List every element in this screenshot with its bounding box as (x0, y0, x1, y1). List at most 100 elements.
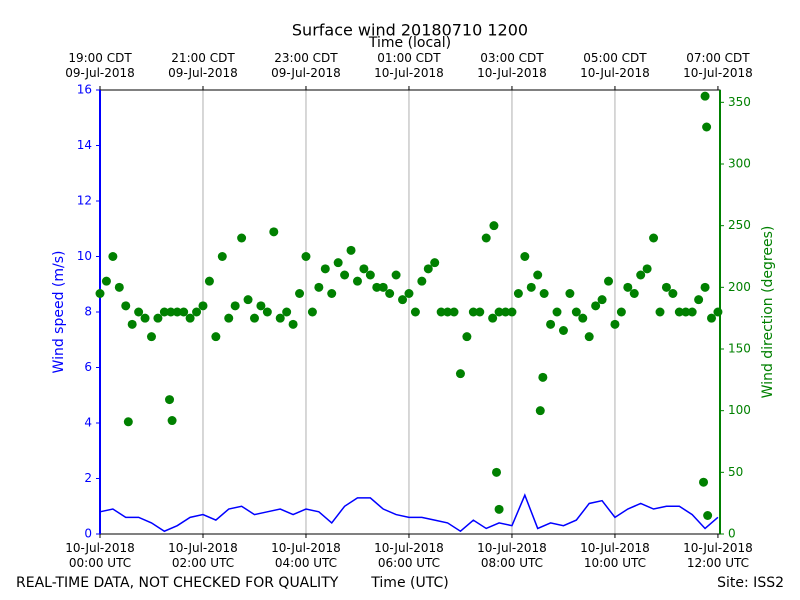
x-axis-title: Time (UTC) (370, 575, 448, 591)
direction-point (538, 372, 548, 382)
direction-point (262, 307, 272, 317)
direction-point (346, 245, 356, 255)
direction-point (489, 221, 499, 231)
direction-point (430, 258, 440, 268)
direction-point (378, 282, 388, 292)
direction-point (513, 289, 523, 298)
direction-point (249, 313, 259, 323)
direction-point (365, 270, 375, 280)
direction-point (546, 319, 556, 329)
direction-point (604, 276, 614, 286)
direction-point (101, 276, 111, 286)
x2-tick-label: 07:00 CDT 10-Jul-2018 (683, 51, 753, 80)
footer-note: REAL-TIME DATA, NOT CHECKED FOR QUALITY (16, 575, 339, 591)
chart-title: Surface wind 20180710 1200 (292, 21, 528, 40)
direction-point (507, 307, 517, 317)
y2-tick-label: 100 (728, 403, 751, 417)
direction-point (571, 307, 581, 317)
direction-point (243, 295, 253, 305)
direction-point (282, 307, 292, 317)
direction-point (681, 307, 691, 317)
direction-point (552, 307, 562, 317)
y2-axis-title: Wind direction (degrees) (760, 226, 776, 399)
direction-point (501, 307, 511, 317)
direction-point (488, 313, 498, 323)
speed-line (99, 493, 719, 533)
direction-point (591, 301, 601, 311)
direction-point (565, 289, 575, 298)
direction-point (674, 307, 684, 317)
direction-point (327, 289, 337, 298)
direction-point (423, 264, 433, 274)
direction-point (520, 252, 530, 261)
direction-point (700, 91, 710, 101)
direction-point (166, 307, 176, 317)
direction-point (134, 307, 144, 317)
y-tick-label: 2 (84, 471, 92, 485)
y2-tick-label: 50 (728, 465, 743, 479)
direction-point (172, 307, 182, 317)
direction-point (539, 289, 549, 298)
direction-point (140, 313, 150, 323)
direction-point (404, 289, 414, 298)
direction-point (95, 289, 105, 298)
direction-point (494, 504, 504, 514)
direction-point (211, 332, 221, 342)
direction-point (668, 289, 678, 298)
direction-point (237, 233, 247, 243)
direction-point (410, 307, 420, 317)
y2-tick-label: 0 (728, 527, 736, 541)
direction-point (314, 282, 324, 292)
direction-point (217, 252, 227, 261)
direction-point (320, 264, 330, 274)
direction-point (494, 307, 504, 317)
y-tick-label: 6 (84, 360, 92, 374)
y-tick-label: 8 (84, 305, 92, 319)
direction-point (610, 319, 620, 329)
direction-point (391, 270, 401, 280)
direction-point (359, 264, 369, 274)
x-tick-label: 10-Jul-2018 04:00 UTC (271, 541, 341, 570)
direction-point (301, 252, 311, 261)
direction-point (224, 313, 234, 323)
direction-point (629, 289, 639, 298)
direction-point (385, 289, 395, 298)
direction-point (372, 282, 382, 292)
direction-point (702, 122, 712, 132)
direction-point (307, 307, 317, 317)
y-tick-label: 14 (77, 138, 92, 152)
direction-point (703, 511, 713, 520)
direction-point (230, 301, 240, 311)
direction-point (204, 276, 214, 286)
direction-point (449, 307, 459, 317)
direction-point (443, 307, 453, 317)
direction-point (436, 307, 446, 317)
direction-point (340, 270, 350, 280)
y-tick-label: 16 (77, 83, 92, 97)
site-label: Site: ISS2 (717, 575, 784, 591)
direction-point (153, 313, 163, 323)
x-tick-label: 10-Jul-2018 12:00 UTC (683, 541, 753, 570)
direction-point (256, 301, 266, 311)
direction-point (295, 289, 305, 298)
direction-point (288, 319, 298, 329)
y2-tick-label: 150 (728, 342, 751, 356)
x-tick-label: 10-Jul-2018 10:00 UTC (580, 541, 650, 570)
x2-tick-label: 03:00 CDT 10-Jul-2018 (477, 51, 547, 80)
y2-tick-label: 300 (728, 157, 751, 171)
direction-point (535, 406, 545, 416)
x2-tick-label: 23:00 CDT 09-Jul-2018 (271, 51, 341, 80)
direction-point (642, 264, 652, 274)
direction-point (700, 282, 710, 292)
direction-point (661, 282, 671, 292)
direction-point (455, 369, 465, 379)
direction-point (275, 313, 285, 323)
direction-point (462, 332, 472, 342)
direction-point (475, 307, 485, 317)
direction-point (114, 282, 124, 292)
direction-point (636, 270, 646, 280)
direction-point (123, 417, 133, 427)
x-tick-label: 10-Jul-2018 02:00 UTC (168, 541, 238, 570)
direction-point (707, 313, 717, 323)
